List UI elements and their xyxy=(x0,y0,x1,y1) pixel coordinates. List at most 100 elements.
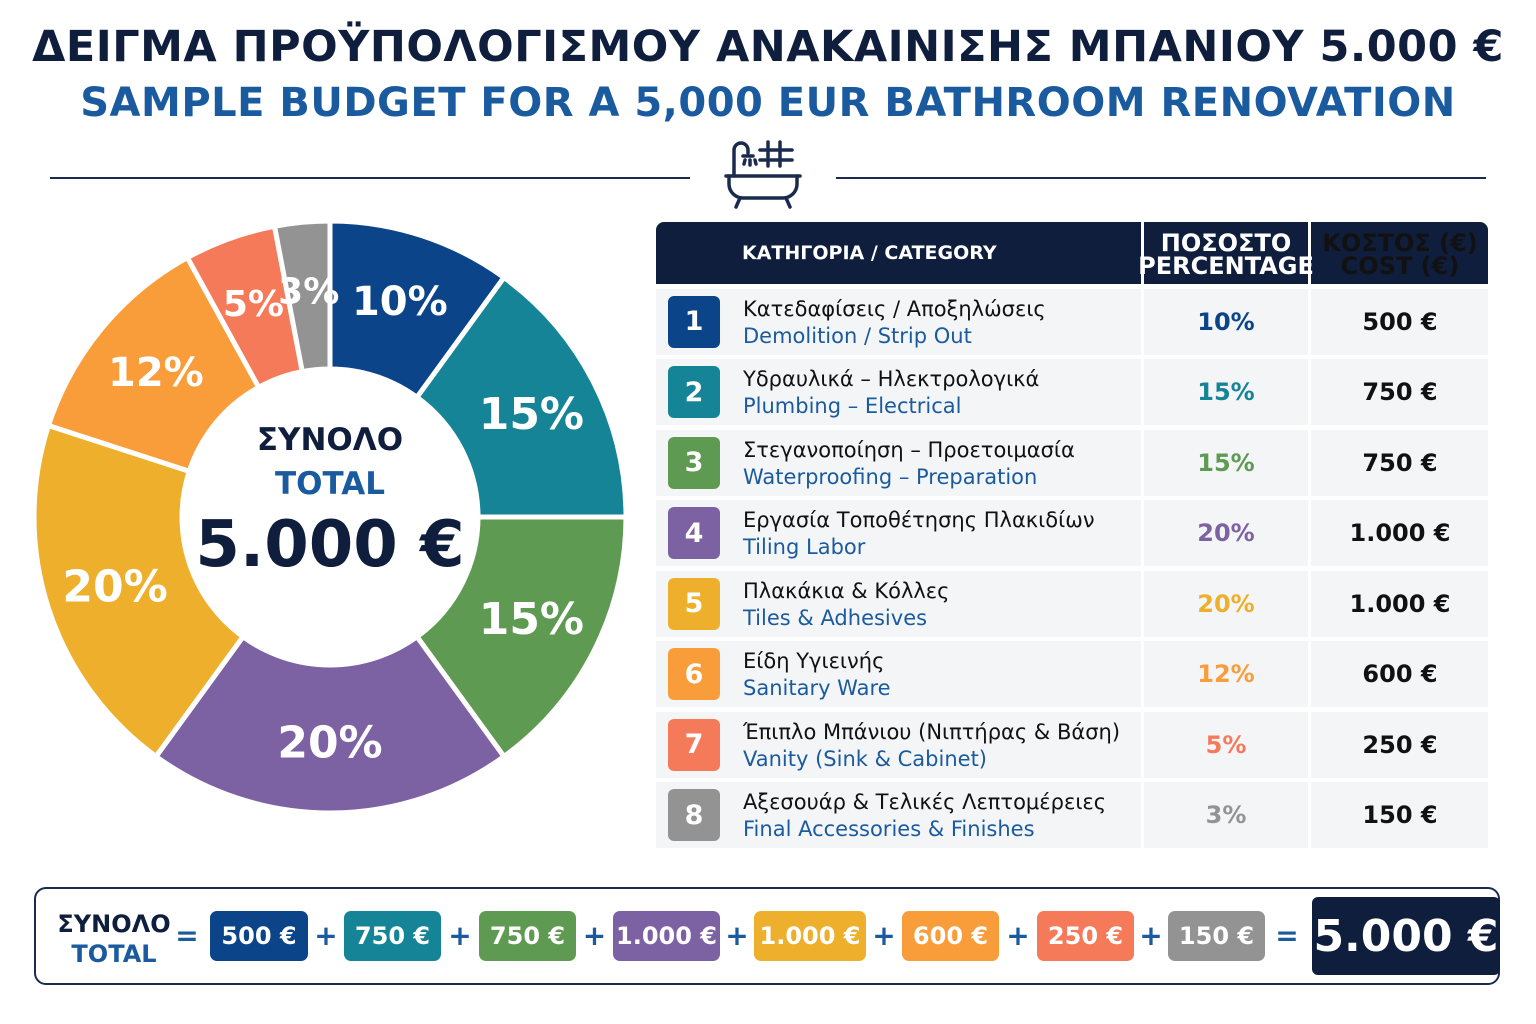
row-category-english: Demolition / Strip Out xyxy=(743,323,972,348)
summary-bar: ΣΥΝΟΛΟ TOTAL = 500 € +750 € +750 € +1.000 € +… xyxy=(34,887,1500,985)
row-separator xyxy=(1308,711,1311,778)
summary-amount-pill: 600 € xyxy=(902,911,999,961)
donut-chart: 10% 15% 15% 20% 20% 12% 5%3% xyxy=(31,218,629,816)
row-cost: 500 € xyxy=(1362,307,1438,336)
divider-right xyxy=(836,177,1486,179)
summary-label-greek: ΣΥΝΟΛΟ xyxy=(57,910,171,938)
row-separator xyxy=(1308,570,1311,637)
summary-total: 5.000 € xyxy=(1312,897,1500,975)
row-number-badge: 1 xyxy=(668,295,720,348)
donut-slice-label: 3% xyxy=(278,272,339,313)
donut-center-label-english: TOTAL xyxy=(275,466,385,502)
table-header: ΚΑΤΗΓΟΡΙΑ / CATEGORY ΠΟΣΟΣΤΟ PERCENTAGE Κ… xyxy=(656,222,1488,284)
header-separator xyxy=(1141,222,1144,284)
summary-amount-pill: 1.000 € xyxy=(613,911,720,961)
row-cost: 150 € xyxy=(1362,801,1438,829)
summary-plus-sign: + xyxy=(872,919,896,952)
donut-slice-label: 10% xyxy=(352,279,448,325)
row-separator xyxy=(1308,288,1311,355)
row-separator xyxy=(1141,711,1144,778)
row-number-badge: 8 xyxy=(668,789,720,841)
donut-slice-label: 15% xyxy=(479,389,584,440)
row-category-english: Tiling Labor xyxy=(743,535,866,559)
row-percentage: 15% xyxy=(1197,448,1255,477)
summary-amount-pill: 750 € xyxy=(344,911,441,961)
row-cost: 600 € xyxy=(1362,660,1438,688)
row-category-english: Vanity (Sink & Cabinet) xyxy=(743,746,987,771)
row-separator xyxy=(1141,500,1144,566)
summary-equals-sign: = xyxy=(175,919,199,952)
donut-slice-label: 5% xyxy=(223,284,284,325)
row-separator xyxy=(1141,641,1144,707)
summary-amount-pill: 1.000 € xyxy=(754,911,866,961)
table-row: 5 Πλακάκια & Κόλλες Tiles & Adhesives 20% 1.… xyxy=(656,570,1488,637)
summary-amount-pill: 750 € xyxy=(479,911,576,961)
donut-slice xyxy=(271,218,333,375)
row-separator xyxy=(1308,500,1311,566)
row-cost: 750 € xyxy=(1362,448,1438,477)
summary-plus-sign: + xyxy=(314,919,338,952)
row-separator xyxy=(1308,782,1311,848)
row-category-greek: Είδη Υγιεινής xyxy=(743,649,885,673)
donut-slice-label: 12% xyxy=(108,350,204,396)
donut-slice-label: 20% xyxy=(277,718,382,769)
header-percentage: ΠΟΣΟΣΤΟ PERCENTAGE xyxy=(1138,222,1314,288)
row-category-greek: Αξεσουάρ & Τελικές Λεπτομέρειες xyxy=(743,790,1107,814)
donut-slice-label: 15% xyxy=(479,594,584,645)
row-separator xyxy=(1308,429,1311,496)
row-category-english: Sanitary Ware xyxy=(743,676,891,700)
row-number-badge: 2 xyxy=(668,366,720,418)
summary-plus-sign: + xyxy=(1006,919,1030,952)
summary-plus-sign: + xyxy=(448,919,472,952)
summary-amount-pill: 150 € xyxy=(1168,911,1265,961)
row-cost: 1.000 € xyxy=(1349,589,1451,618)
table-row: 3 Στεγανοποίηση – Προετοιμασία Waterproofi… xyxy=(656,429,1488,496)
row-category-english: Waterproofing – Preparation xyxy=(743,464,1038,489)
row-separator xyxy=(1141,429,1144,496)
table-row: 6 Είδη Υγιεινής Sanitary Ware 12% 600 € xyxy=(656,641,1488,707)
summary-label-english: TOTAL xyxy=(71,940,157,968)
donut-slice xyxy=(413,274,629,520)
row-category-english: Plumbing – Electrical xyxy=(743,394,962,418)
row-category-greek: Στεγανοποίηση – Προετοιμασία xyxy=(743,437,1075,462)
table-row: 7 Έπιπλο Μπάνιου (Νιπτήρας & Βάση) Vanity … xyxy=(656,711,1488,778)
donut-slice xyxy=(413,514,629,760)
row-percentage: 15% xyxy=(1197,378,1255,406)
row-percentage: 12% xyxy=(1197,660,1255,688)
row-number-badge: 5 xyxy=(668,577,720,630)
row-category-greek: Έπιπλο Μπάνιου (Νιπτήρας & Βάση) xyxy=(743,719,1121,744)
header-percentage-english: PERCENTAGE xyxy=(1138,252,1314,280)
donut-slice-label: 20% xyxy=(62,561,167,612)
row-percentage: 3% xyxy=(1205,801,1247,829)
row-separator xyxy=(1141,288,1144,355)
header-cost: ΚΟΣΤΟΣ (€) COST (€) xyxy=(1312,222,1488,288)
row-separator xyxy=(1308,641,1311,707)
table-row: 1 Κατεδαφίσεις / Αποξηλώσεις Demolition / … xyxy=(656,288,1488,355)
table-row: 4 Εργασία Τοποθέτησης Πλακιδίων Tiling Lab… xyxy=(656,500,1488,566)
row-cost: 750 € xyxy=(1362,378,1438,406)
header-separator xyxy=(1308,222,1311,284)
summary-plus-sign: + xyxy=(1139,919,1163,952)
donut-slice xyxy=(152,633,508,816)
row-number-badge: 4 xyxy=(668,507,720,559)
header-percentage-greek: ΠΟΣΟΣΤΟ xyxy=(1160,229,1292,257)
row-category-english: Final Accessories & Finishes xyxy=(743,817,1035,841)
row-category-greek: Πλακάκια & Κόλλες xyxy=(743,578,950,603)
divider-left xyxy=(50,177,690,179)
page-title-greek: ΔΕΙΓΜΑ ΠΡΟΫΠΟΛΟΓΙΣΜΟΥ ΑΝΑΚΑΙΝΙΣΗΣ ΜΠΑΝΙΟ… xyxy=(32,22,1504,72)
summary-plus-sign: + xyxy=(725,919,749,952)
row-number-badge: 7 xyxy=(668,718,720,771)
summary-amount-pill: 500 € xyxy=(210,911,308,961)
row-separator xyxy=(1141,782,1144,848)
row-cost: 250 € xyxy=(1362,730,1438,759)
summary-label: ΣΥΝΟΛΟ TOTAL xyxy=(54,909,174,969)
header-cost-greek: ΚΟΣΤΟΣ (€) xyxy=(1322,229,1478,257)
budget-table: ΚΑΤΗΓΟΡΙΑ / CATEGORY ΠΟΣΟΣΤΟ PERCENTAGE Κ… xyxy=(656,222,1488,848)
row-category-greek: Κατεδαφίσεις / Αποξηλώσεις xyxy=(743,296,1046,321)
row-cost: 1.000 € xyxy=(1349,519,1451,547)
row-separator xyxy=(1141,359,1144,425)
row-number-badge: 3 xyxy=(668,436,720,489)
row-percentage: 20% xyxy=(1197,519,1255,547)
row-percentage: 5% xyxy=(1205,730,1247,759)
summary-equals-sign: = xyxy=(1275,919,1299,952)
